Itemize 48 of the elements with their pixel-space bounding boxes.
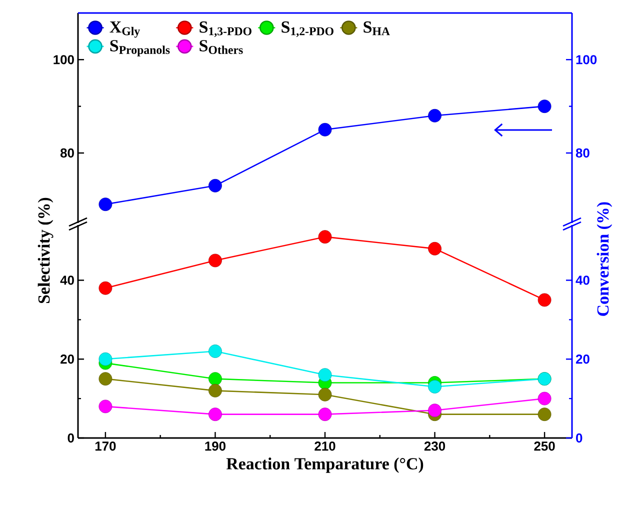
x-tick-label: 170 — [95, 442, 116, 451]
y2-tick-label: 100 — [576, 55, 597, 64]
y2-tick-label: 20 — [576, 354, 590, 364]
y-axis-title: Selectivity (%) — [38, 198, 54, 304]
point — [318, 408, 332, 422]
text: $\mathbf{S}_{\textbf{Others}}$ — [200, 40, 243, 54]
y-tick-label: 80 — [60, 148, 74, 158]
text: $\mathbf{S}_{\textbf{HA}}$ — [364, 21, 390, 36]
point — [208, 178, 222, 192]
point — [318, 388, 332, 402]
point — [208, 372, 222, 386]
point — [98, 372, 112, 386]
point — [208, 344, 222, 358]
point — [318, 368, 332, 382]
text: $\mathbf{S}_{\textbf{Propanols}}$ — [110, 40, 170, 56]
y2-tick-label: 0 — [576, 433, 582, 443]
point — [318, 122, 332, 136]
legend-label: $\mathbf{X}_{\textbf{Gly}}$ — [110, 21, 140, 38]
y-tick-label: 20 — [60, 354, 74, 364]
x-tick-label: 190 — [205, 442, 226, 451]
y-tick-label: 100 — [54, 55, 74, 64]
point — [538, 392, 552, 406]
x-tick-label: 230 — [424, 442, 446, 451]
point — [538, 100, 552, 114]
point — [428, 242, 442, 256]
point — [208, 384, 222, 398]
y2-tick-label: 80 — [576, 148, 590, 158]
x-tick-label: 210 — [314, 442, 336, 451]
point — [98, 198, 112, 212]
x-tick-label: 250 — [534, 442, 555, 451]
point — [318, 230, 332, 244]
point — [428, 108, 442, 122]
x-axis-title: Reaction Temparature (°C) — [226, 458, 424, 473]
y2-axis-title: Conversion (%) — [596, 202, 612, 316]
y-tick-label: 40 — [60, 276, 74, 285]
point — [208, 254, 222, 268]
point — [208, 408, 222, 422]
point — [538, 293, 552, 307]
text: $\mathbf{S}_{\textbf{1,3-PDO}}$ — [200, 21, 252, 38]
y2-tick-label: 40 — [576, 276, 590, 285]
y-tick-label: 0 — [68, 433, 74, 443]
point — [538, 408, 552, 422]
point — [428, 404, 442, 418]
point — [98, 281, 112, 295]
point — [98, 400, 112, 414]
point — [98, 352, 112, 366]
point — [428, 380, 442, 394]
text: $\mathbf{S}_{\textbf{1,2-PDO}}$ — [282, 21, 334, 38]
